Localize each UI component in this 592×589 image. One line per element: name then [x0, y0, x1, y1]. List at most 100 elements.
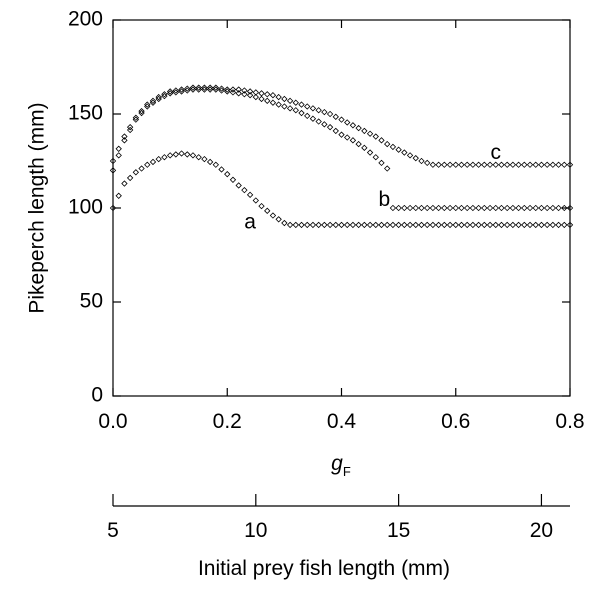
data-point: [304, 221, 311, 229]
data-point: [481, 161, 488, 168]
data-point: [281, 95, 288, 103]
data-point: [366, 221, 374, 229]
data-point: [486, 221, 494, 229]
data-point: [349, 137, 357, 144]
data-point: [298, 109, 305, 117]
y-tick-label: 200: [68, 8, 103, 31]
data-point: [166, 88, 174, 95]
data-point: [532, 161, 539, 168]
data-point: [498, 221, 505, 229]
data-point: [395, 146, 402, 153]
data-point: [109, 204, 117, 212]
curve-label-a: a: [244, 211, 256, 234]
data-point: [264, 91, 271, 98]
data-point: [121, 180, 128, 187]
data-point: [555, 161, 562, 168]
data-point: [355, 124, 362, 132]
data-point: [126, 126, 134, 134]
data-point: [532, 204, 539, 212]
data-point: [138, 165, 145, 172]
x-tick-label: 0.8: [555, 410, 584, 433]
data-point: [332, 221, 339, 229]
series-a: [109, 150, 574, 229]
data-point: [406, 221, 414, 229]
data-point: [503, 221, 511, 229]
data-point: [224, 170, 231, 178]
data-point: [126, 123, 134, 131]
secondary-x-tick-label: 20: [530, 519, 553, 542]
data-point: [401, 221, 408, 229]
data-point: [235, 86, 242, 93]
data-point: [389, 221, 397, 229]
data-point: [298, 221, 305, 229]
data-point: [258, 95, 265, 103]
data-point: [412, 204, 419, 212]
data-point: [184, 151, 191, 158]
data-point: [566, 161, 574, 168]
data-point: [515, 161, 522, 168]
data-point: [509, 204, 517, 212]
data-point: [446, 161, 454, 168]
data-point: [281, 219, 288, 227]
data-point: [464, 161, 471, 168]
y-tick-label: 150: [68, 102, 103, 125]
data-point: [372, 154, 379, 161]
data-point: [121, 133, 128, 140]
data-point: [475, 221, 482, 229]
data-point: [503, 204, 511, 212]
data-point: [521, 221, 528, 229]
data-point: [389, 204, 397, 212]
data-point: [349, 221, 357, 229]
data-point: [543, 161, 551, 168]
data-point: [401, 204, 408, 212]
data-point: [326, 110, 334, 118]
data-point: [412, 155, 419, 162]
data-point: [349, 122, 357, 129]
data-point: [178, 88, 185, 95]
data-point: [275, 216, 282, 223]
series-layer: [109, 84, 574, 229]
data-point: [458, 221, 465, 229]
data-point: [315, 118, 322, 125]
data-point: [549, 221, 557, 229]
data-point: [355, 221, 362, 229]
data-point: [292, 107, 299, 114]
data-point: [212, 161, 219, 168]
data-point: [418, 221, 425, 229]
data-point: [355, 140, 362, 148]
data-point: [241, 87, 248, 94]
data-point: [218, 85, 225, 92]
x-tick-label: 0.2: [213, 410, 242, 433]
data-point: [446, 204, 454, 212]
secondary-x-tick-label: 5: [107, 519, 119, 542]
data-point: [338, 131, 345, 138]
data-point: [189, 152, 197, 159]
data-point: [155, 93, 162, 101]
data-point: [161, 154, 168, 161]
data-point: [241, 186, 248, 194]
data-point: [526, 161, 534, 168]
data-point: [435, 221, 442, 229]
data-point: [264, 207, 271, 214]
data-point: [538, 204, 545, 212]
y-axis-title: Pikeperch length (mm): [26, 102, 49, 313]
data-point: [304, 112, 311, 120]
data-point: [429, 204, 437, 212]
data-point: [321, 121, 328, 128]
data-point: [555, 204, 562, 212]
data-point: [286, 97, 294, 105]
data-point: [126, 174, 134, 182]
data-point: [206, 86, 214, 93]
data-point: [435, 204, 442, 212]
data-point: [138, 109, 145, 117]
data-point: [424, 159, 431, 167]
data-point: [418, 204, 425, 212]
data-point: [492, 204, 499, 212]
curve-label-b: b: [379, 188, 391, 211]
data-point: [344, 119, 351, 126]
data-point: [526, 221, 534, 229]
data-point: [155, 155, 162, 163]
data-point: [161, 92, 168, 100]
data-point: [366, 130, 374, 137]
data-point: [189, 84, 197, 91]
